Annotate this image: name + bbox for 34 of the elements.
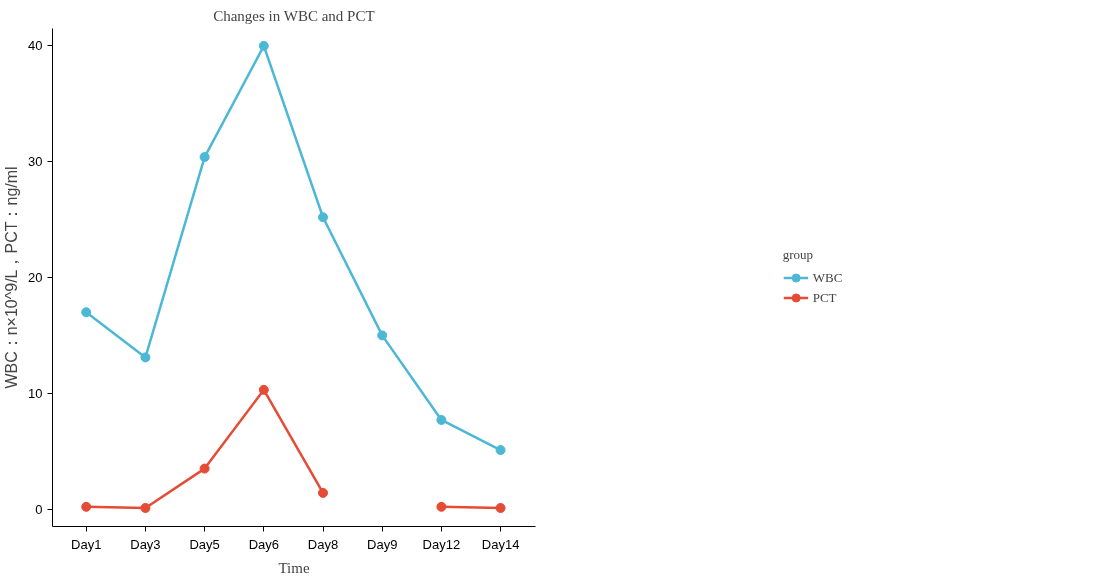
chart-title: Changes in WBC and PCT [213,7,375,24]
point [436,414,447,425]
x-tick-label: Day14 [481,536,520,552]
point [377,330,388,341]
point [199,152,210,163]
point [81,501,92,512]
point [495,445,506,456]
y-tick-label: 30 [28,154,43,170]
x-tick-label: Day1 [71,536,102,552]
point [258,384,269,395]
y-tick-label: 0 [35,501,43,517]
point [140,502,151,513]
point [199,463,210,474]
x-tick-label: Day9 [367,536,398,552]
legend-title: group [782,246,815,263]
point [436,501,447,512]
x-tick-label: Day8 [307,536,339,552]
x-tick-label: Day6 [248,536,279,552]
point [81,307,92,318]
y-tick-label: 20 [28,270,43,285]
x-tick-label: Day5 [189,536,220,552]
legend-label: PCT [812,289,837,306]
x-tick-label: Day12 [422,536,461,552]
point [318,212,328,223]
point [495,502,506,513]
x-axis-title: Time [278,559,310,576]
legend-label: WBC [812,269,843,286]
y-tick-label: 10 [28,385,43,401]
point [318,487,328,498]
y-tick-label: 40 [28,38,43,54]
point [258,40,269,51]
x-tick-label: Day3 [130,536,161,552]
y-axis-title: WBC：n×10^9/L，PCT：ng/ml [3,166,21,389]
point [140,352,151,363]
